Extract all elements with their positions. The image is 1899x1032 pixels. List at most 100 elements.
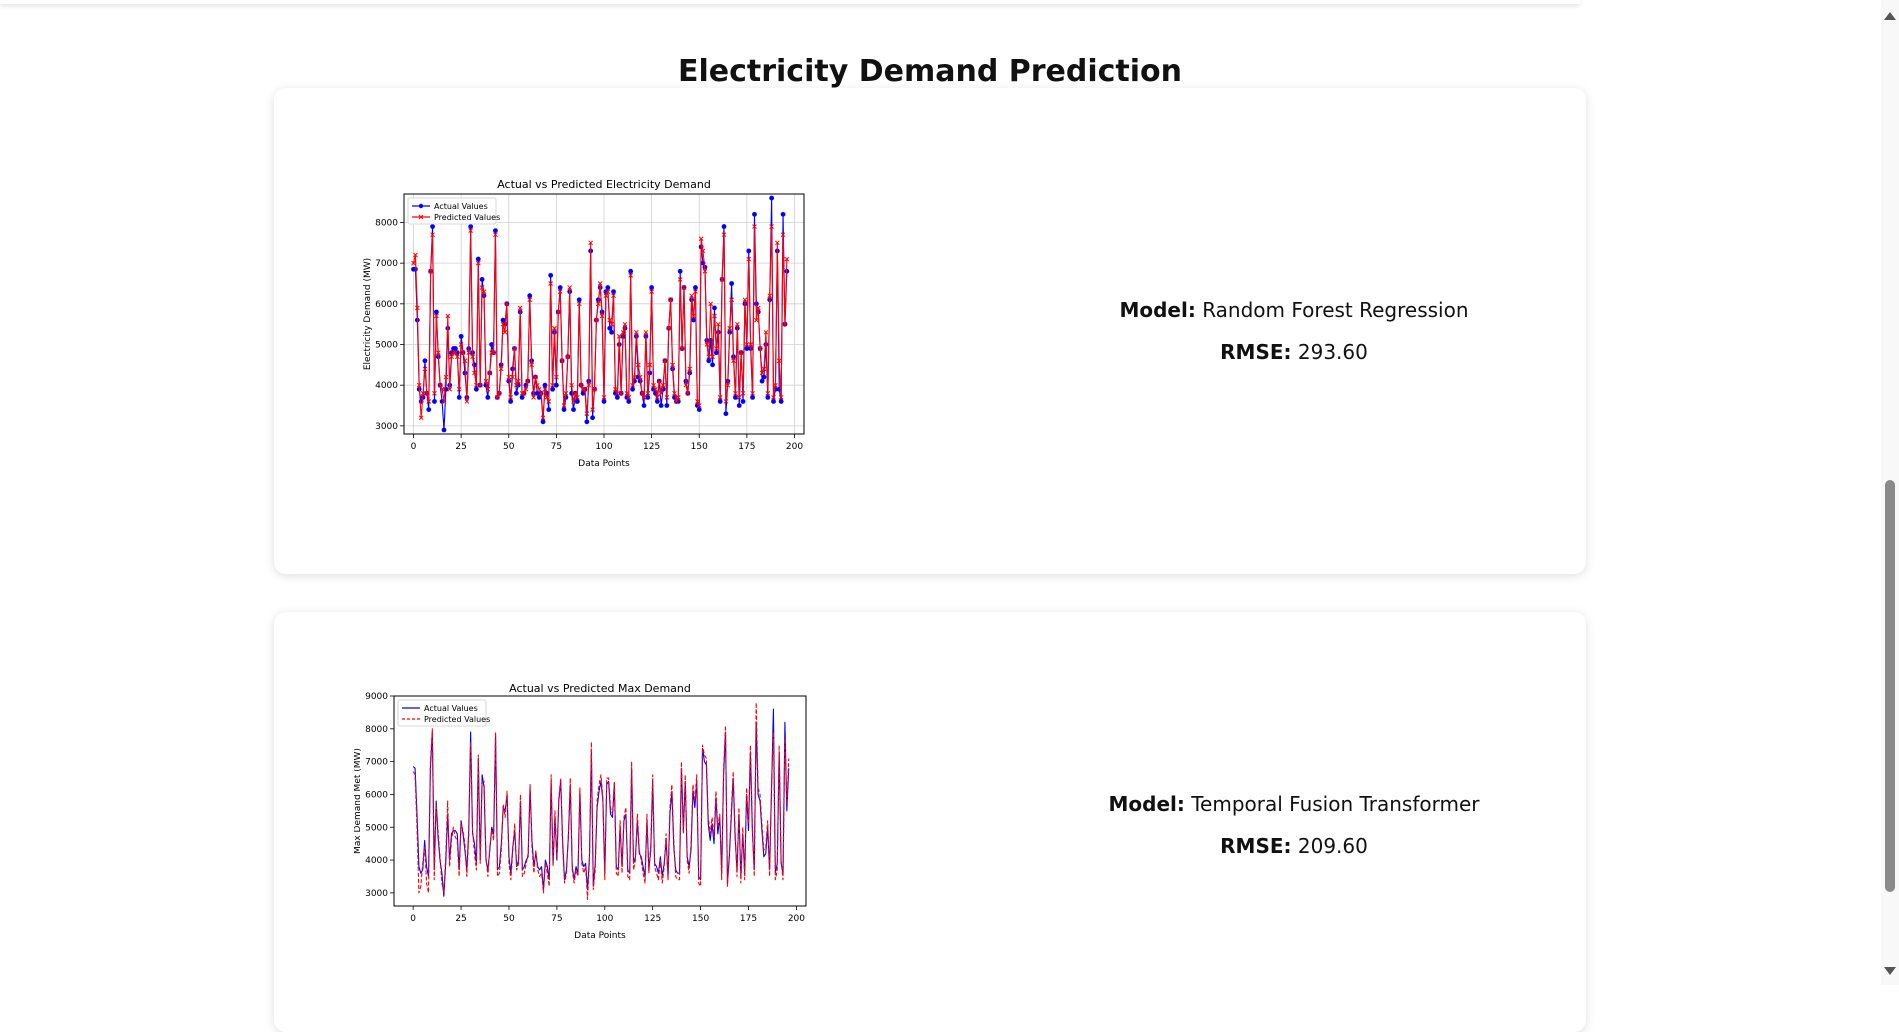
predicted-value-point [550,382,555,388]
predicted-value-point [746,256,752,262]
predicted-value-point [651,382,656,388]
actual-value-point [508,399,514,404]
predicted-value-point [571,399,576,404]
predicted-value-point [576,301,582,307]
y-tick-label: 7000 [375,259,398,269]
predicted-value-point [717,395,723,400]
actual-value-point [590,415,595,421]
x-axis-label: Data Points [574,931,626,941]
predicted-value-point [563,390,569,396]
predicted-value-point [514,382,519,388]
model-info: Model: Random Forest Regression RMSE: 29… [1074,298,1514,382]
predicted-value-point [487,370,493,376]
y-tick-label: 3000 [365,889,388,899]
actual-value-point [473,386,479,392]
predicted-value-point [614,390,620,396]
model-name-line: Model: Random Forest Regression [1074,298,1514,322]
actual-value-point [580,390,586,396]
x-tick-label: 25 [455,914,466,924]
actual-value-point [536,394,542,400]
predicted-value-point [736,395,742,400]
predicted-value-point [738,350,744,355]
predicted-value-point [422,366,428,372]
rmse-value: 293.60 [1297,340,1368,364]
actual-value-point [677,268,683,274]
predicted-value-point [414,305,420,311]
predicted-value-point [696,403,702,408]
predicted-value-point [597,281,603,286]
predicted-value-point [542,386,548,392]
predicted-value-point [432,390,437,396]
predicted-value-point [731,358,736,364]
predicted-value-point [477,382,483,388]
actual-value-point [729,281,735,286]
y-tick-label: 8000 [365,725,388,735]
actual-value-point [658,403,664,408]
predicted-value-point [704,342,710,347]
actual-value-point [746,248,752,254]
actual-value-point [641,403,647,408]
actual-value-point [771,399,776,404]
actual-value-point [744,346,750,351]
actual-value-point [462,370,468,376]
predicted-value-point [458,342,464,347]
predicted-value-point [435,350,441,355]
y-axis-label: Electricity Demand (MW) [363,258,373,370]
predicted-value-point [664,395,670,400]
vertical-scrollbar[interactable] [1881,0,1899,985]
predicted-value-point [666,325,672,331]
predicted-value-point [727,325,733,331]
x-tick-label: 175 [738,442,755,452]
predicted-value-point [679,346,685,351]
predicted-value-point [645,390,651,396]
predicted-value-point [430,232,435,238]
x-tick-label: 100 [596,914,613,924]
scroll-up-arrow-icon[interactable] [1884,12,1896,20]
actual-value-point [609,329,615,335]
actual-value-point [456,394,462,400]
predicted-value-point [744,342,750,347]
model-card-temporal-fusion-transformer: Actual vs Predicted Max Demand Data Point… [274,612,1586,1032]
predicted-value-point [637,374,643,380]
predicted-value-point [555,309,561,315]
predicted-value-point [565,354,571,360]
predicted-value-point [641,395,647,400]
predicted-value-point [534,382,540,388]
predicted-value-point [714,346,719,351]
predicted-value-point [485,386,491,392]
predicted-value-point [574,395,580,400]
actual-value-point [780,211,786,217]
predicted-value-point [411,260,416,266]
actual-value-point [527,293,533,299]
predicted-value-point [733,390,738,396]
scroll-down-arrow-icon[interactable] [1884,967,1896,975]
predicted-value-point [752,224,757,229]
predicted-value-point [454,354,460,360]
scrollbar-thumb[interactable] [1885,480,1895,892]
predicted-value-point [443,374,449,380]
predicted-value-point [712,313,717,319]
actual-value-point [717,399,723,404]
actual-value-point [706,358,712,364]
y-tick-label: 6000 [375,300,398,310]
predicted-value-point [643,329,649,335]
actual-value-point [432,399,437,404]
top-header-edge [0,0,1580,4]
predicted-value-point [540,415,546,421]
predicted-value-point [559,358,565,364]
predicted-value-point [451,350,456,355]
x-tick-label: 0 [411,442,417,452]
predicted-value-point [472,370,477,376]
actual-value-point [607,325,613,331]
model-info: Model: Temporal Fusion Transformer RMSE:… [1074,792,1514,876]
predicted-value-point [470,354,475,360]
predicted-value-point [750,390,755,396]
predicted-value-point [742,297,748,303]
predicted-value-point [580,386,586,392]
predicted-value-point [525,378,531,384]
predicted-value-point [609,321,614,327]
actual-value-point [485,394,491,400]
predicted-value-point [649,289,654,294]
predicted-value-point [662,358,668,364]
actual-value-point [605,285,611,290]
